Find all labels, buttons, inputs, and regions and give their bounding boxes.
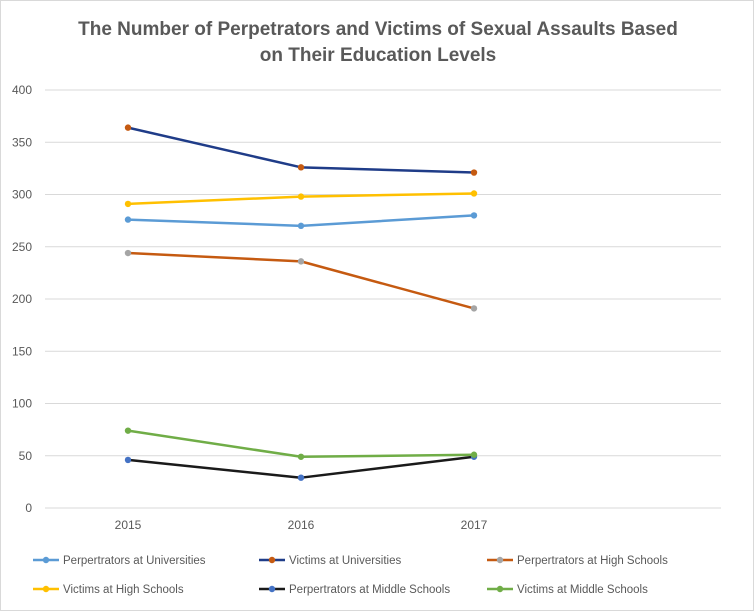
y-tick-label: 0: [25, 501, 32, 515]
legend-label: Perpertrators at Universities: [63, 555, 206, 567]
y-tick-label: 200: [12, 292, 32, 306]
chart-title: The Number of Perpetrators and Victims o…: [78, 19, 678, 66]
x-tick-label: 2016: [288, 518, 315, 532]
data-point: [124, 249, 132, 257]
data-point: [470, 451, 478, 458]
legend-marker: [42, 556, 50, 564]
legend-label: Perpertrators at Middle Schools: [289, 584, 450, 596]
y-tick-label: 250: [12, 240, 32, 254]
data-point: [470, 305, 478, 312]
data-point: [297, 164, 305, 171]
legend-marker: [496, 585, 504, 593]
legend-marker: [268, 556, 276, 564]
data-point: [297, 258, 305, 265]
data-point: [124, 456, 132, 464]
data-point: [470, 190, 478, 197]
data-point: [124, 200, 132, 208]
data-point: [297, 453, 305, 460]
data-point: [297, 474, 305, 481]
y-tick-label: 100: [12, 397, 32, 411]
legend-marker: [42, 585, 50, 593]
data-point: [124, 216, 132, 223]
legend-label: Perpertrators at High Schools: [517, 555, 668, 567]
y-tick-label: 400: [12, 83, 32, 97]
y-tick-label: 300: [12, 188, 32, 202]
data-point: [297, 193, 305, 200]
data-point: [124, 124, 132, 131]
data-point: [124, 427, 132, 434]
y-tick-label: 350: [12, 135, 32, 149]
series-line: [127, 429, 475, 459]
y-tick-label: 50: [19, 449, 33, 463]
legend-label: Victims at High Schools: [63, 584, 184, 596]
legend-marker: [268, 585, 276, 593]
data-point: [470, 212, 478, 219]
legend-marker: [496, 556, 504, 564]
y-tick-label: 150: [12, 344, 32, 358]
data-point: [297, 222, 305, 230]
legend-label: Victims at Middle Schools: [517, 584, 648, 596]
x-tick-label: 2017: [461, 518, 488, 532]
data-point: [470, 169, 478, 176]
legend-label: Victims at Universities: [289, 555, 402, 567]
x-tick-label: 2015: [115, 518, 142, 532]
